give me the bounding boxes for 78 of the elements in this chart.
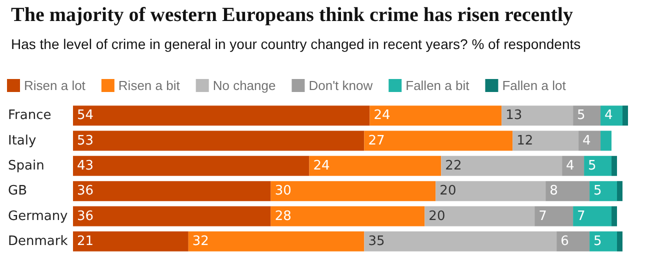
bar [590,231,618,252]
data-label: 4 [582,133,591,148]
bar [441,156,562,176]
bar [270,206,425,226]
data-label: 36 [77,208,94,224]
y-tick-label: GB [8,184,27,199]
bar [73,130,364,151]
data-label: 5 [594,234,602,249]
data-label: 6 [560,234,569,249]
data-label: 53 [77,133,94,148]
legend-label: Fallen a bit [406,78,470,93]
legend-label: Don't know [308,78,374,93]
chart-title: The majority of western Europeans think crime has risen recently [11,4,573,26]
data-label: 22 [445,158,462,174]
bar [502,106,574,126]
legend-label: Risen a bit [118,78,180,93]
data-label: 8 [550,184,558,199]
data-label: 27 [368,133,385,148]
bar [73,231,188,252]
bar [309,156,442,176]
data-label: 30 [274,184,292,199]
bar [364,130,513,151]
data-label: 13 [506,108,522,124]
bar [270,181,436,202]
bar [600,130,612,151]
bar [73,156,310,176]
y-tick-label: Germany [8,208,68,224]
data-label: 5 [588,158,596,174]
data-label: 4 [604,108,613,124]
data-label: 20 [428,208,446,224]
bar [573,206,612,226]
data-label: 32 [192,234,209,249]
bar [617,231,623,252]
legend-label: Risen a lot [24,78,86,93]
data-label: 54 [77,108,94,124]
data-label: 5 [577,108,586,124]
data-label: 21 [77,234,94,249]
bar [590,181,618,202]
data-label: 5 [594,184,602,199]
bar [534,206,574,226]
data-label: 4 [566,158,574,174]
bar [73,206,271,226]
bar [436,181,546,202]
y-tick-label: Italy [8,133,37,148]
legend-label: No change [212,78,276,93]
bar [546,181,590,202]
data-label: 12 [516,133,534,148]
bar [578,130,601,151]
chart-subtitle: Has the level of crime in general in your country changed in recent years? % of respondents [11,36,581,52]
bar [612,156,618,176]
bar [600,106,623,126]
bar [562,156,584,176]
y-tick-label: Denmark [8,234,68,249]
bar [622,106,628,126]
bar [73,181,271,202]
y-tick-label: Spain [8,158,44,174]
bar [573,106,601,126]
legend-label: Fallen a lot [502,78,566,93]
data-label: 24 [374,108,390,124]
data-label: 7 [538,208,547,224]
data-label: 35 [368,234,385,249]
data-label: 28 [274,208,292,224]
data-label: 24 [313,158,330,174]
bar [424,206,535,226]
data-label: 43 [77,158,94,174]
bar [617,181,623,202]
data-label: 36 [77,184,94,199]
bar [364,231,557,252]
bar [612,206,618,226]
bar [73,106,370,126]
bar [584,156,612,176]
y-tick-label: France [8,108,52,124]
data-label: 20 [440,184,456,199]
data-label: 7 [577,208,586,224]
bar [512,130,579,151]
bar [556,231,590,252]
bar [370,106,502,126]
bar [188,231,364,252]
